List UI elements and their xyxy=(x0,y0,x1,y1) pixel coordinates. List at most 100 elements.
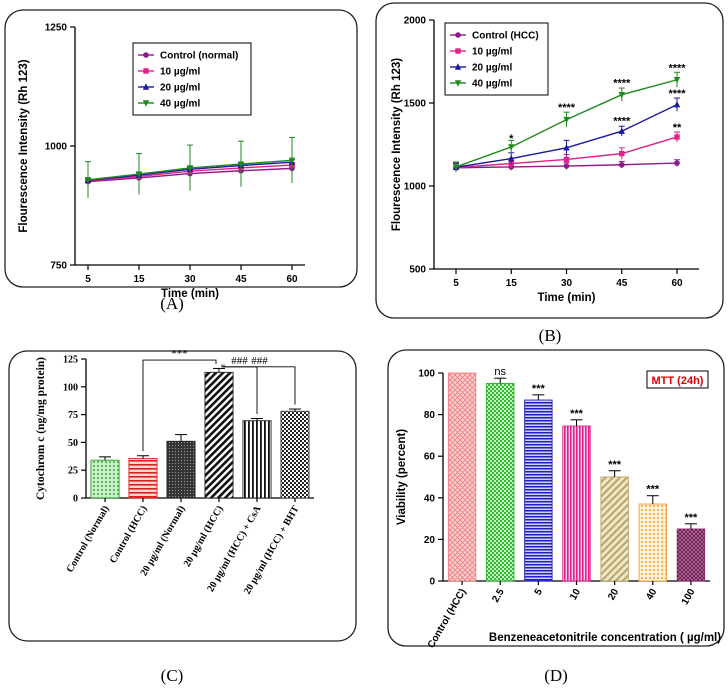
bar xyxy=(128,458,158,499)
x-axis-label: Time (min) xyxy=(538,292,596,304)
panel-label-a: (A) xyxy=(160,294,184,313)
significance-label: **** xyxy=(668,88,686,100)
bar xyxy=(676,528,706,582)
significance-label: *** xyxy=(532,383,546,395)
y-tick-label: 75 xyxy=(68,410,78,421)
bar xyxy=(280,410,310,499)
panel-a-frame xyxy=(4,9,358,288)
data-point xyxy=(288,157,296,164)
significance-label: *** xyxy=(608,459,622,471)
data-point xyxy=(673,77,681,84)
y-tick-label: 100 xyxy=(418,369,435,380)
y-tick-label: 1000 xyxy=(45,142,68,153)
x-tick-label: 5 xyxy=(533,587,546,598)
legend-swatch-marker xyxy=(455,48,461,54)
significance-label: **** xyxy=(558,102,576,114)
legend-entry: 40 µg/ml xyxy=(160,99,200,110)
data-point xyxy=(618,127,625,134)
y-tick-label: 0 xyxy=(73,494,78,505)
bar xyxy=(90,459,120,499)
legend: Control (HCC) 10 µg/ml 20 µg/ml 40 µg/ml xyxy=(444,22,549,96)
y-tick-label: 1500 xyxy=(404,99,427,110)
y-tick-label: 80 xyxy=(424,410,436,421)
significance-label: ** xyxy=(673,122,682,134)
y-tick-label: 40 xyxy=(424,493,436,504)
data-point xyxy=(452,164,460,171)
x-tick-label: 20 xyxy=(606,587,621,603)
legend-entry: 20 µg/ml xyxy=(160,83,200,94)
bar xyxy=(204,371,234,499)
y-tick-label: 500 xyxy=(409,265,426,276)
x-tick-label: 10 xyxy=(568,587,583,603)
data-point xyxy=(186,165,194,172)
data-point xyxy=(618,92,625,99)
data-point xyxy=(563,163,570,169)
legend-entry: Control (normal) xyxy=(160,51,238,62)
y-tick-label: 100 xyxy=(63,382,78,393)
panel-label-d: (D) xyxy=(544,666,568,685)
x-tick-label: 30 xyxy=(561,278,573,289)
data-point xyxy=(237,161,245,168)
data-point xyxy=(619,150,625,157)
y-tick-label: 0 xyxy=(429,577,435,588)
significance-label: **** xyxy=(668,62,686,74)
legend-swatch-marker xyxy=(142,100,150,107)
bar xyxy=(638,503,667,582)
legend-swatch-marker xyxy=(454,80,462,87)
data-point xyxy=(563,116,570,124)
data-point xyxy=(674,160,680,166)
significance-label: * xyxy=(509,133,514,145)
panel-a-chart: 750 1000 1250 5 15 30 45 60 Time (min) Flourescen… xyxy=(18,23,305,300)
legend: Control (normal) 10 µg/ml 20 µg/ml 40 µg/ml xyxy=(132,42,252,116)
y-tick-label: 1250 xyxy=(45,23,68,34)
series-2 xyxy=(452,97,681,172)
legend-entry: Control (HCC) xyxy=(472,31,539,42)
x-tick-label: 45 xyxy=(616,278,628,289)
significance-label: ### xyxy=(231,355,248,367)
y-axis-label: Flourescence Intensity (Rh 123) xyxy=(391,58,403,231)
panel-label-b: (B) xyxy=(539,326,562,345)
x-tick-label: 15 xyxy=(133,274,145,285)
bar xyxy=(562,425,591,582)
legend-entry: 20 µg/ml xyxy=(472,63,512,74)
data-point xyxy=(84,177,92,184)
y-tick-label: 750 xyxy=(50,261,67,272)
significance-label: ns xyxy=(494,366,506,378)
legend-entry: 10 µg/ml xyxy=(472,47,512,58)
y-tick-label: 50 xyxy=(68,438,78,449)
legend-swatch-marker xyxy=(143,52,149,58)
legend-entry: 40 µg/ml xyxy=(472,79,512,90)
data-point xyxy=(508,154,515,162)
bar xyxy=(242,420,272,499)
data-point xyxy=(563,156,570,163)
legend-swatch-marker xyxy=(143,68,149,74)
y-tick-label: 125 xyxy=(63,355,78,366)
significance-label: *** xyxy=(171,348,188,360)
significance-label: **** xyxy=(613,115,631,127)
y-tick-label: 20 xyxy=(424,535,436,546)
x-tick-label: 40 xyxy=(644,587,659,603)
significance-label: *** xyxy=(570,408,584,420)
x-tick-label: 5 xyxy=(453,278,459,289)
x-tick-label: 60 xyxy=(671,278,683,289)
y-axis-label: Cytochrom c (ng/mg protein) xyxy=(35,357,47,500)
significance-label: *** xyxy=(646,484,660,496)
panel-label-c: (C) xyxy=(161,666,184,685)
x-axis-label: Benzeneacetonitrile concentration ( µg/m… xyxy=(489,632,721,644)
data-point xyxy=(674,134,680,140)
x-axis-label: Time (min) xyxy=(161,288,219,300)
y-tick-label: 60 xyxy=(424,452,436,463)
bar xyxy=(166,440,196,499)
legend-swatch-marker xyxy=(454,63,462,70)
significance-bracket xyxy=(142,359,217,452)
x-tick-label: 5 xyxy=(85,274,91,285)
legend-swatch-marker xyxy=(142,83,150,90)
data-point xyxy=(618,161,625,168)
y-tick-label: 25 xyxy=(68,466,78,477)
significance-label: ### xyxy=(251,355,268,367)
chart-title: MTT (24h) xyxy=(652,375,704,387)
data-point xyxy=(563,144,570,151)
y-axis-label: Flourescence Intensity (Rh 123) xyxy=(18,59,30,232)
x-tick-label: 60 xyxy=(286,274,298,285)
